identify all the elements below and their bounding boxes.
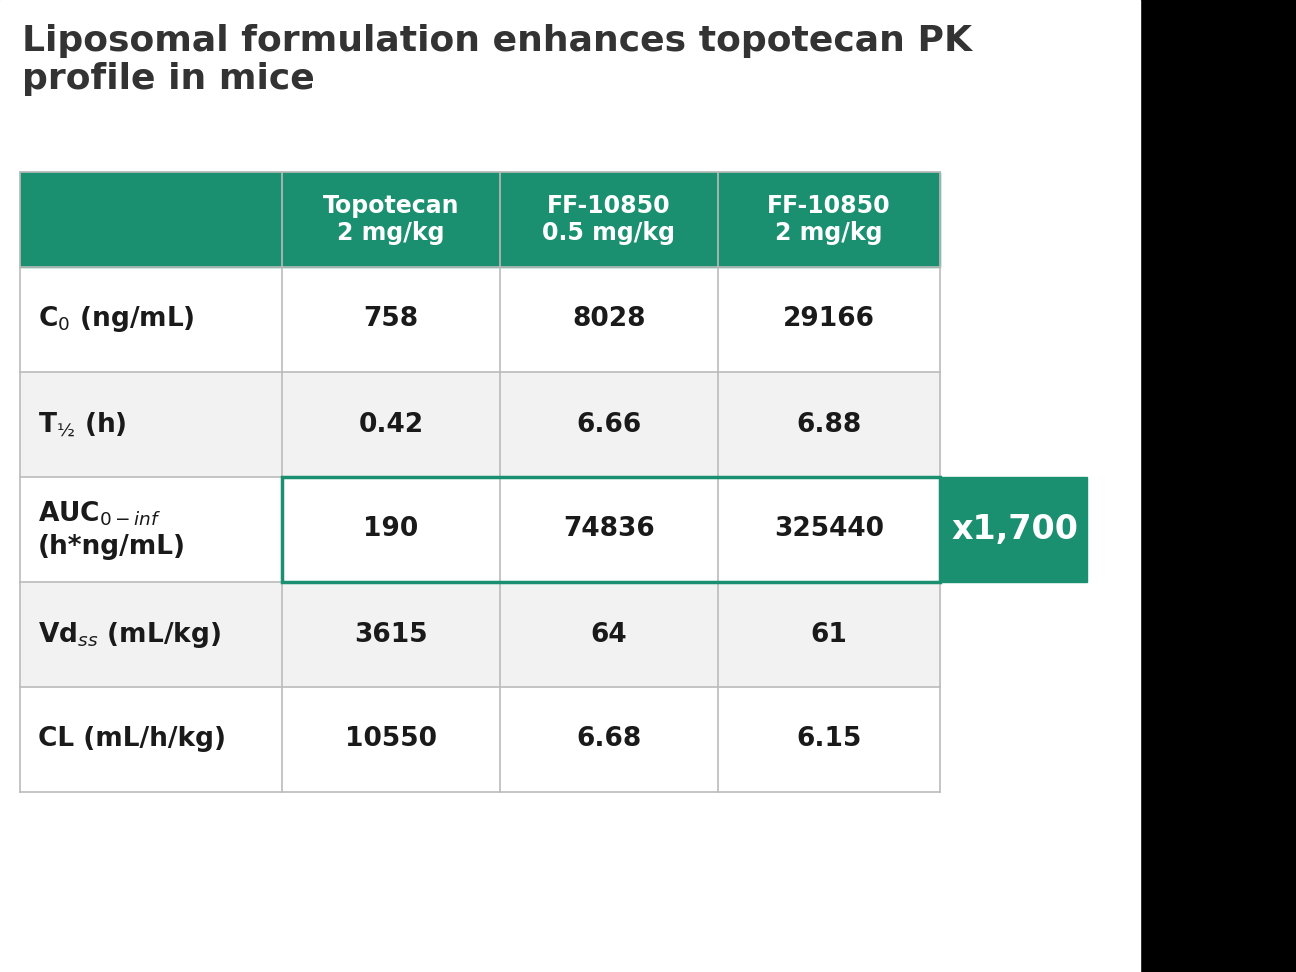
Bar [19, 267, 940, 372]
Bar [283, 477, 940, 582]
Bar [19, 372, 940, 477]
Text: 74836: 74836 [564, 516, 654, 542]
Bar [942, 477, 1087, 582]
Text: CL (mL/h/kg): CL (mL/h/kg) [38, 726, 226, 752]
Bar [500, 172, 718, 267]
Text: x1,700: x1,700 [951, 513, 1078, 546]
Text: 190: 190 [363, 516, 419, 542]
Text: 0.42: 0.42 [359, 411, 424, 437]
Bar [19, 172, 283, 267]
Text: 6.88: 6.88 [796, 411, 862, 437]
Text: 6.68: 6.68 [577, 726, 642, 752]
Text: 6.66: 6.66 [577, 411, 642, 437]
Text: Liposomal formulation enhances topotecan PK: Liposomal formulation enhances topotecan… [22, 24, 972, 58]
Bar [283, 172, 500, 267]
Text: 8028: 8028 [573, 306, 645, 332]
Text: 325440: 325440 [774, 516, 884, 542]
Text: 10550: 10550 [345, 726, 437, 752]
Text: 61: 61 [810, 621, 848, 647]
Text: AUC$_{0-inf}$
(h*ng/mL): AUC$_{0-inf}$ (h*ng/mL) [38, 500, 187, 560]
Text: T$_{½}$ (h): T$_{½}$ (h) [38, 410, 127, 438]
Text: profile in mice: profile in mice [22, 62, 315, 96]
Text: 29166: 29166 [783, 306, 875, 332]
Text: C$_0$ (ng/mL): C$_0$ (ng/mL) [38, 304, 194, 334]
Bar [19, 687, 940, 792]
Text: Topotecan
2 mg/kg: Topotecan 2 mg/kg [323, 193, 459, 245]
Bar [19, 477, 940, 582]
Bar [0, 0, 1140, 972]
Text: FF-10850
0.5 mg/kg: FF-10850 0.5 mg/kg [543, 193, 675, 245]
Text: 758: 758 [363, 306, 419, 332]
Bar [718, 172, 940, 267]
Text: 6.15: 6.15 [796, 726, 862, 752]
Text: Vd$_{ss}$ (mL/kg): Vd$_{ss}$ (mL/kg) [38, 619, 220, 649]
Text: FF-10850
2 mg/kg: FF-10850 2 mg/kg [767, 193, 890, 245]
Text: 3615: 3615 [354, 621, 428, 647]
Bar [19, 582, 940, 687]
Text: 64: 64 [591, 621, 627, 647]
